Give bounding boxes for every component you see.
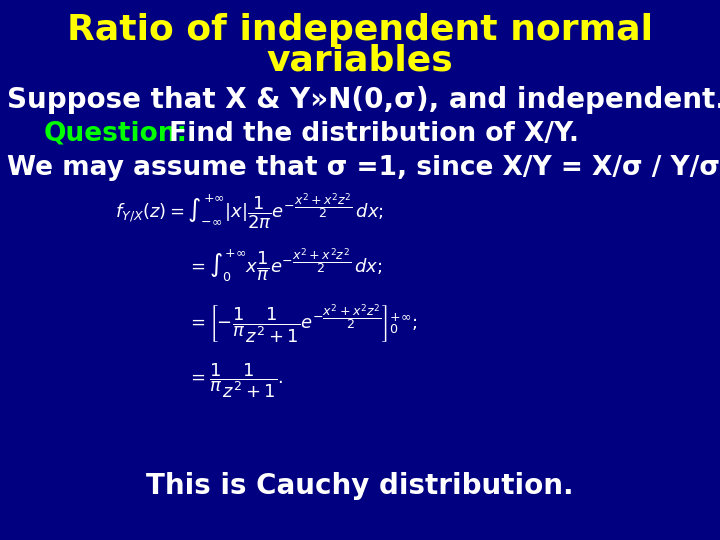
Text: Question:: Question: bbox=[43, 121, 187, 147]
Text: This is Cauchy distribution.: This is Cauchy distribution. bbox=[146, 472, 574, 500]
Text: $= \dfrac{1}{\pi}\dfrac{1}{z^2+1}.$: $= \dfrac{1}{\pi}\dfrac{1}{z^2+1}.$ bbox=[187, 361, 284, 400]
Text: Ratio of independent normal: Ratio of independent normal bbox=[67, 13, 653, 46]
Text: variables: variables bbox=[266, 44, 454, 77]
Text: Suppose that X & Y»N(0,σ), and independent.: Suppose that X & Y»N(0,σ), and independe… bbox=[7, 86, 720, 114]
Text: We may assume that σ =1, since X/Y = X/σ / Y/σ.: We may assume that σ =1, since X/Y = X/σ… bbox=[7, 156, 720, 181]
Text: Find the distribution of X/Y.: Find the distribution of X/Y. bbox=[160, 121, 579, 147]
Text: $= \int_{0}^{+\infty} x\dfrac{1}{\pi}e^{-\dfrac{x^2+x^2z^2}{2}}\,dx;$: $= \int_{0}^{+\infty} x\dfrac{1}{\pi}e^{… bbox=[187, 246, 382, 284]
Text: $= \left[-\dfrac{1}{\pi}\dfrac{1}{z^2+1}e^{-\dfrac{x^2+x^2z^2}{2}}\right]_{0}^{+: $= \left[-\dfrac{1}{\pi}\dfrac{1}{z^2+1}… bbox=[187, 302, 418, 346]
Text: $f_{Y/X}(z) = \int_{-\infty}^{+\infty} |x|\dfrac{1}{2\pi}e^{-\dfrac{x^2+x^2z^2}{: $f_{Y/X}(z) = \int_{-\infty}^{+\infty} |… bbox=[115, 191, 384, 231]
